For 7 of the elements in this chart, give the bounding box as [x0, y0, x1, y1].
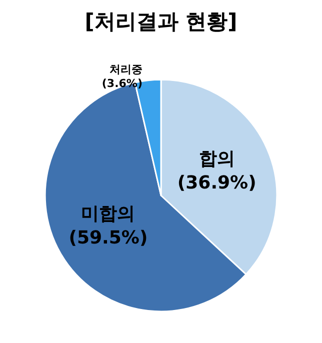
slice-label: 미합의 — [81, 204, 136, 225]
data-label: (59.5%) — [68, 228, 148, 249]
slice-label: 합의 — [198, 148, 235, 170]
data-label: (3.6%) — [102, 76, 142, 90]
chart-title: [처리결과 현황] — [84, 10, 238, 34]
data-label: (36.9%) — [177, 172, 256, 194]
slice-label: 처리중 — [109, 62, 142, 76]
